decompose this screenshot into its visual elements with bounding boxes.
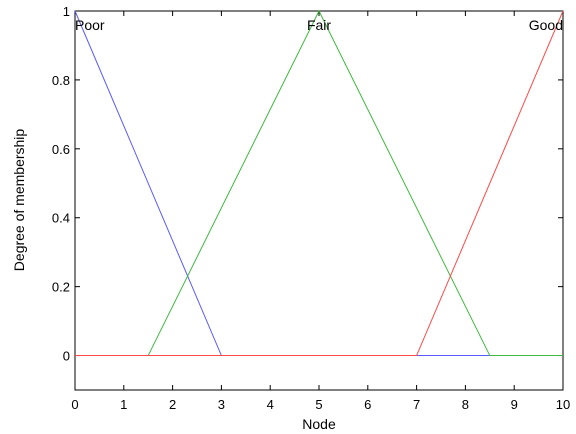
- y-tick-label: 0.2: [52, 280, 70, 295]
- x-tick-label: 7: [413, 397, 420, 412]
- y-axis-label: Degree of membership: [11, 129, 27, 272]
- x-tick-label: 3: [218, 397, 225, 412]
- y-tick-label: 1: [63, 4, 70, 19]
- x-axis-ticks: 0 1 2 3 4 5 6 7 8 9 10: [71, 11, 570, 412]
- y-axis-ticks: 0 0.2 0.4 0.6 0.8 1: [52, 4, 563, 364]
- x-tick-label: 2: [169, 397, 176, 412]
- x-tick-label: 5: [315, 397, 322, 412]
- plot-area: [74, 10, 564, 391]
- x-tick-label: 4: [267, 397, 274, 412]
- x-tick-label: 8: [462, 397, 469, 412]
- annotation-layer: Poor Fair Good: [75, 17, 563, 33]
- y-tick-label: 0.8: [52, 73, 70, 88]
- y-tick-label: 0.4: [52, 211, 70, 226]
- series-layer: [74, 9, 564, 357]
- membership-label-fair: Fair: [307, 17, 331, 33]
- x-tick-label: 6: [364, 397, 371, 412]
- membership-label-poor: Poor: [75, 17, 105, 33]
- x-tick-label: 10: [556, 397, 570, 412]
- y-tick-label: 0.6: [52, 142, 70, 157]
- x-tick-label: 0: [71, 397, 78, 412]
- membership-label-good: Good: [529, 17, 563, 33]
- x-tick-label: 9: [511, 397, 518, 412]
- x-axis-label: Node: [302, 416, 336, 432]
- series-line-good: [75, 10, 564, 357]
- x-tick-label: 1: [120, 397, 127, 412]
- y-tick-label: 0: [63, 349, 70, 364]
